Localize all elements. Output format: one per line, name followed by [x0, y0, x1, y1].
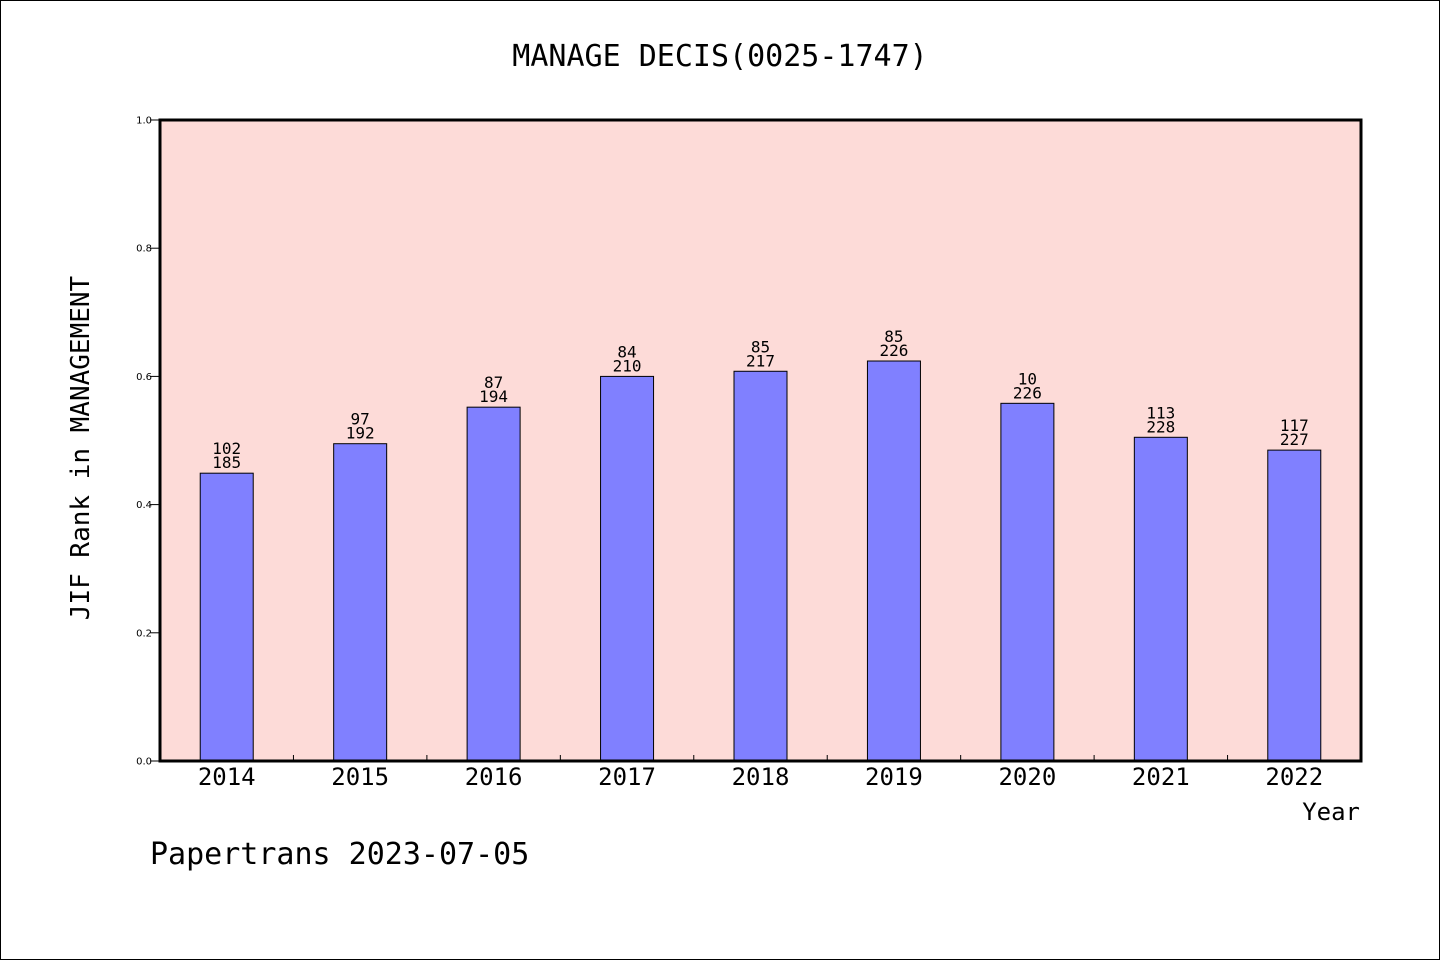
bar-total-label: 226	[1013, 383, 1042, 402]
bar-2016	[466, 406, 521, 762]
x-tick-label: 2022	[1265, 763, 1323, 791]
bar-2021	[1133, 436, 1188, 762]
y-tick-label: 0.2	[136, 628, 152, 639]
bar-total-label: 217	[746, 351, 775, 370]
bar-2018	[733, 370, 788, 762]
y-tick-label: 0.4	[136, 500, 152, 511]
bar-total-label: 194	[479, 387, 508, 406]
x-tick-label: 2021	[1132, 763, 1190, 791]
bar-2020	[1000, 402, 1055, 762]
bar-total-label: 227	[1280, 430, 1309, 449]
y-tick-label: 1.0	[136, 116, 152, 127]
x-tick-label: 2018	[732, 763, 790, 791]
x-tick-label: 2020	[998, 763, 1056, 791]
x-axis-label: Year	[1302, 798, 1360, 826]
bar-rank-label: 102	[212, 439, 241, 458]
bar-total-label: 185	[212, 453, 241, 472]
bar-rank-label: 117	[1280, 416, 1309, 435]
bar-total-label: 226	[879, 341, 908, 360]
footer-text: Papertrans 2023-07-05	[150, 837, 529, 872]
x-tick-label: 2017	[598, 763, 656, 791]
plot-border	[158, 118, 1363, 763]
bar-total-label: 192	[346, 424, 375, 443]
x-tick-label: 2016	[465, 763, 523, 791]
bar-rank-label: 84	[617, 342, 636, 361]
bar-rank-label: 85	[884, 327, 903, 346]
y-axis-label: JIF Rank in MANAGEMENT	[66, 275, 96, 620]
bar-2022	[1267, 449, 1322, 762]
bar-2015	[333, 443, 388, 762]
bar-labels: 1021859719287194842108521785226102261132…	[212, 327, 1308, 472]
bar-2017	[600, 375, 655, 762]
bar-rank-label: 10	[1018, 369, 1037, 388]
x-tick-label: 2014	[198, 763, 256, 791]
x-tick-label: 2015	[331, 763, 389, 791]
bar-2014	[199, 472, 254, 762]
bar-2019	[866, 360, 921, 762]
y-axis-ticks: 0.0 0.2 0.4 0.6 0.8 1.0	[136, 116, 160, 768]
bar-rank-label: 97	[351, 410, 370, 429]
bars	[199, 360, 1322, 762]
x-axis-ticks: 2014 2015 2016 2017 2018 2019 2020 2021 2022	[198, 755, 1323, 791]
bar-total-label: 210	[613, 356, 642, 375]
bar-rank-label: 87	[484, 373, 503, 392]
bar-rank-label: 113	[1146, 403, 1175, 422]
bar-rank-label: 85	[751, 337, 770, 356]
y-tick-label: 0.6	[136, 372, 152, 383]
x-tick-label: 2019	[865, 763, 923, 791]
bar-total-label: 228	[1146, 417, 1175, 436]
y-tick-label: 0.8	[136, 244, 152, 255]
chart-title: MANAGE DECIS(0025-1747)	[512, 39, 927, 74]
y-tick-label: 0.0	[136, 757, 152, 768]
